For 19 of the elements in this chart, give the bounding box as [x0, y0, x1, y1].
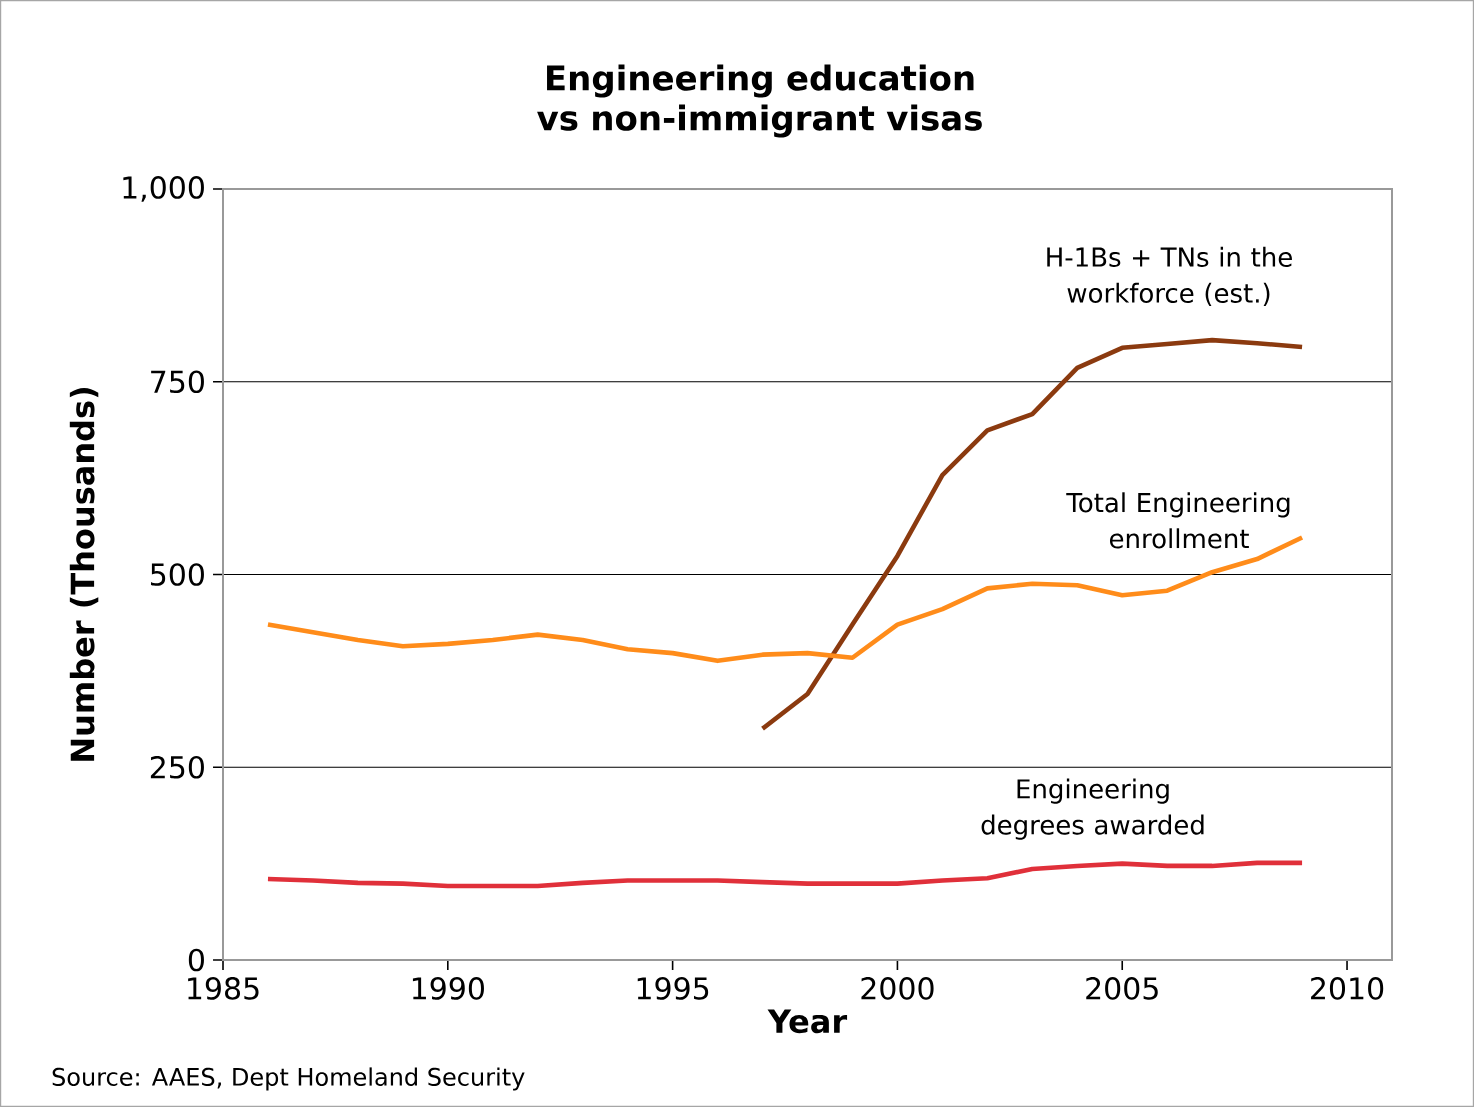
x-tick-label: 1995: [637, 977, 709, 1000]
x-tick-label: 1990: [412, 977, 484, 1000]
x-tick-label: 1985: [188, 977, 259, 1000]
series-label: Total Engineering enrollment: [1066, 492, 1290, 549]
y-tick-label: 1,000: [123, 176, 204, 202]
y-tick-label: 500: [151, 563, 204, 586]
x-tick-label: 2005: [1086, 977, 1158, 1000]
x-tick-label: 2010: [1311, 977, 1384, 1000]
x-axis-title: Year: [767, 1009, 848, 1034]
series-label: H-1Bs + TNs in the workforce (est.): [1047, 246, 1292, 306]
source-note: Source: AAES, Dept Homeland Security: [52, 1067, 525, 1091]
y-axis-title: Number (Thousands): [69, 388, 99, 761]
y-tick-label: 250: [150, 755, 204, 779]
y-tick-label: 750: [151, 370, 204, 394]
series-label: Engineering degrees awarded: [981, 778, 1204, 840]
y-tick-label: 0: [188, 948, 204, 972]
line-series: [760, 337, 1305, 731]
chart-title: Engineering education vs non-immigrant visas: [537, 64, 982, 138]
x-tick-label: 2000: [861, 977, 934, 1000]
